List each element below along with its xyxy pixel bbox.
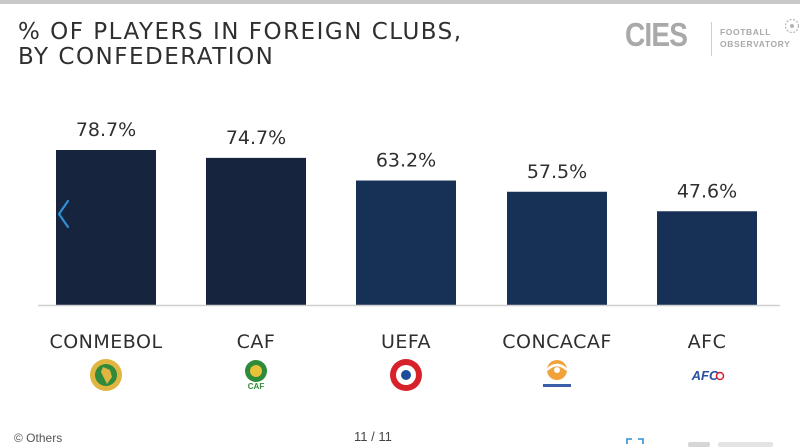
concacaf-logo-icon [543,360,571,387]
footer-faded-control [688,442,773,447]
page-indicator: 11 / 11 [354,429,392,444]
category-label-concacaf: CONCACAF [502,331,612,353]
chart-title: % OF PLAYERS IN FOREIGN CLUBS, BY CONFED… [18,20,463,70]
category-label-afc: AFC [688,331,727,353]
data-label-concacaf: 57.5% [527,161,587,183]
logo-divider [711,22,712,56]
bar-afc [657,211,757,305]
logo-text-line-1: FOOTBALL [720,27,772,37]
logo-text-line-2: OBSERVATORY [720,39,791,49]
data-label-conmebol: 78.7% [76,119,136,141]
data-label-caf: 74.7% [226,127,286,149]
caf-logo-icon: CAF [245,360,267,391]
cies-logo-mark: CIES [625,16,688,53]
category-label-uefa: UEFA [381,331,431,353]
svg-text:AFC: AFC [691,368,719,383]
category-label-conmebol: CONMEBOL [49,331,162,353]
uefa-logo-icon [390,359,422,391]
chart-title-line-2: BY CONFEDERATION [18,44,275,70]
data-label-uefa: 63.2% [376,150,436,172]
fullscreen-icon[interactable] [626,438,644,448]
previous-slide-chevron-icon[interactable] [56,199,70,229]
svg-text:CAF: CAF [248,382,265,391]
afc-logo-icon: AFC [691,368,725,383]
bar-conmebol [56,150,156,305]
footer-source: © Others [14,431,63,445]
football-icon [784,18,800,34]
top-border [0,0,800,4]
bar-uefa [356,180,456,305]
data-label-afc: 47.6% [677,180,737,202]
chart-title-line-1: % OF PLAYERS IN FOREIGN CLUBS, [18,19,463,45]
category-label-caf: CAF [237,331,276,353]
conmebol-logo-icon [90,359,122,391]
bar-caf [206,157,306,305]
logo-text: FOOTBALL OBSERVATORY [720,26,790,50]
bar-concacaf [507,191,607,305]
cies-logo: CIES FOOTBALL OBSERVATORY [625,12,800,64]
